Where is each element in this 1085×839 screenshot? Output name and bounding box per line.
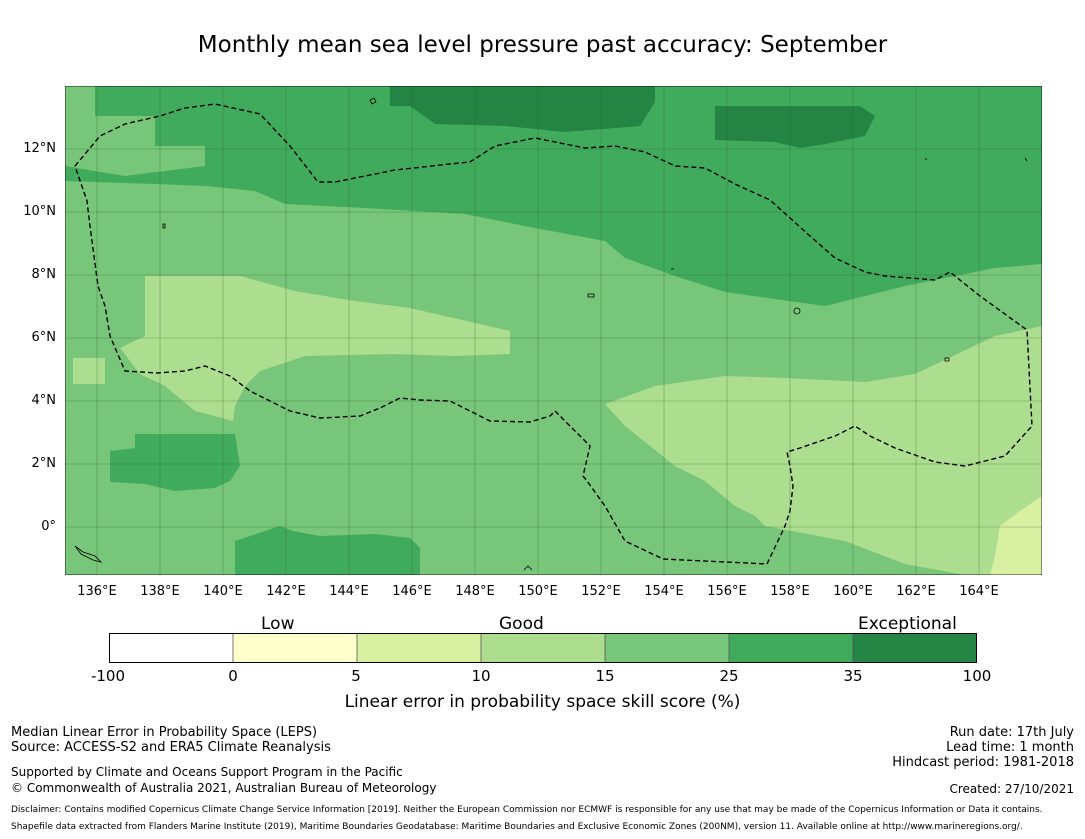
footer-shapefile: Shapefile data extracted from Flanders M… bbox=[11, 822, 1023, 832]
colorbar-swatch bbox=[853, 633, 977, 663]
footer-source: Source: ACCESS-S2 and ERA5 Climate Reana… bbox=[11, 740, 331, 755]
footer-leps: Median Linear Error in Probability Space… bbox=[11, 725, 318, 740]
lat-tick: 6°N bbox=[31, 330, 57, 345]
colorbar-tick: 25 bbox=[719, 667, 739, 685]
lat-tick: 0° bbox=[41, 519, 56, 534]
eez-boundary bbox=[74, 103, 1033, 565]
lat-tick: 12°N bbox=[23, 141, 56, 156]
region-10-15-patch bbox=[73, 358, 105, 384]
footer-created: Created: 27/10/2021 bbox=[949, 782, 1074, 796]
region-25-35-sw bbox=[110, 434, 240, 491]
colorbar-tick: 100 bbox=[962, 667, 992, 685]
colorbar-group-good: Good bbox=[499, 614, 544, 634]
lat-tick: 8°N bbox=[31, 267, 57, 282]
lon-tick: 140°E bbox=[203, 584, 243, 599]
lon-tick: 160°E bbox=[833, 584, 873, 599]
colorbar-label: Linear error in probability space skill … bbox=[344, 692, 741, 712]
region-15-25-east-bulge bbox=[665, 491, 805, 575]
lon-tick: 146°E bbox=[392, 584, 432, 599]
lat-tick: 2°N bbox=[31, 456, 57, 471]
region-25-35-s bbox=[235, 526, 420, 575]
footer-copyright: © Commonwealth of Australia 2021, Austra… bbox=[11, 781, 437, 795]
lat-tick: 10°N bbox=[23, 204, 56, 219]
colorbar-tick: 5 bbox=[351, 667, 361, 685]
map-gridlines bbox=[65, 86, 1042, 575]
islands bbox=[74, 97, 1028, 571]
region-10-15-west bbox=[120, 276, 510, 421]
map-title: Monthly mean sea level pressure past acc… bbox=[197, 32, 888, 58]
region-5-10-se bbox=[990, 496, 1042, 575]
colorbar-swatch bbox=[729, 633, 853, 663]
region-15-25-west-top bbox=[65, 86, 205, 176]
region-10-15-east bbox=[605, 326, 1042, 575]
footer-run-date: Run date: 17th July bbox=[949, 725, 1074, 740]
lon-tick: 142°E bbox=[266, 584, 306, 599]
skill-map bbox=[65, 86, 1042, 575]
lon-tick: 154°E bbox=[644, 584, 684, 599]
lon-tick: 152°E bbox=[581, 584, 621, 599]
colorbar-swatch bbox=[109, 633, 233, 663]
colorbar-group-low: Low bbox=[261, 614, 295, 634]
lon-tick: 164°E bbox=[959, 584, 999, 599]
footer-disclaimer: Disclaimer: Contains modified Copernicus… bbox=[11, 805, 1043, 815]
lon-tick: 150°E bbox=[518, 584, 558, 599]
colorbar-group-exceptional: Exceptional bbox=[858, 614, 957, 634]
lon-tick: 158°E bbox=[770, 584, 810, 599]
footer-lead-time: Lead time: 1 month bbox=[946, 740, 1074, 755]
colorbar-swatch bbox=[357, 633, 481, 663]
lon-tick: 162°E bbox=[896, 584, 936, 599]
lon-tick: 156°E bbox=[707, 584, 747, 599]
colorbar-tick: 0 bbox=[228, 667, 238, 685]
colorbar bbox=[109, 633, 977, 663]
colorbar-tick: 10 bbox=[471, 667, 491, 685]
colorbar-swatch bbox=[233, 633, 357, 663]
lon-tick: 138°E bbox=[140, 584, 180, 599]
lat-tick: 4°N bbox=[31, 393, 57, 408]
footer-supported: Supported by Climate and Oceans Support … bbox=[11, 765, 403, 779]
region-35-100-a bbox=[390, 86, 655, 132]
colorbar-swatch bbox=[605, 633, 729, 663]
lon-tick: 136°E bbox=[77, 584, 117, 599]
colorbar-tick: 15 bbox=[595, 667, 615, 685]
colorbar-tick: -100 bbox=[90, 667, 126, 685]
lon-tick: 148°E bbox=[455, 584, 495, 599]
footer-hindcast: Hindcast period: 1981-2018 bbox=[892, 755, 1074, 770]
lon-tick: 144°E bbox=[329, 584, 369, 599]
colorbar-tick: 35 bbox=[843, 667, 863, 685]
colorbar-swatch bbox=[481, 633, 605, 663]
region-35-100-b bbox=[715, 106, 875, 148]
